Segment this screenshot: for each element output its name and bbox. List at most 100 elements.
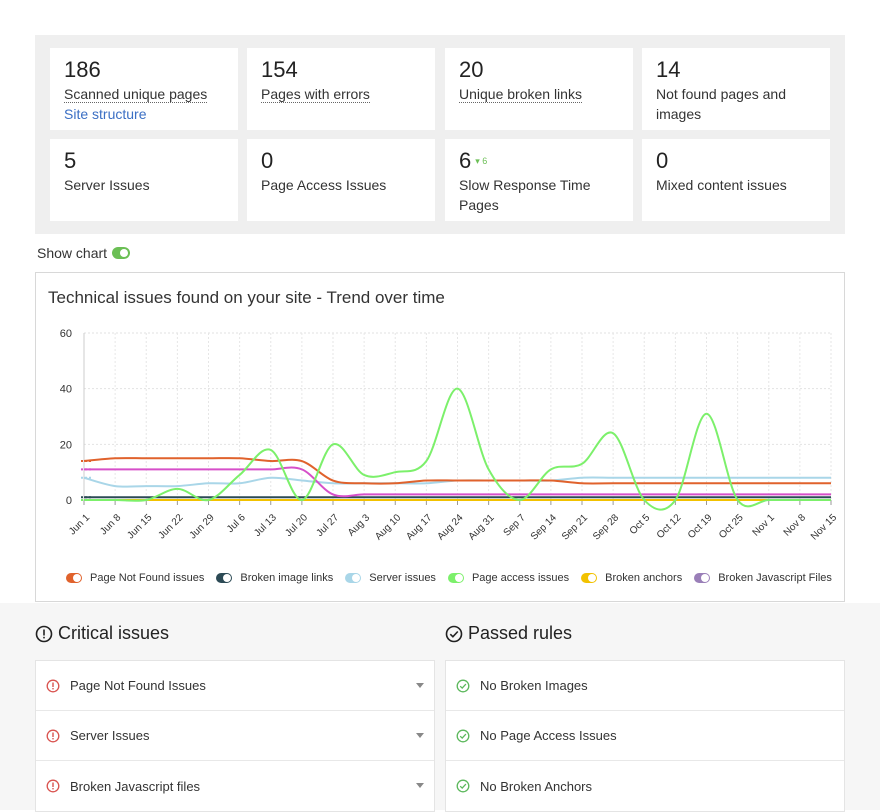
stat-card-not-found: 14 Not found pages and images — [642, 48, 830, 130]
legend-toggle-icon[interactable] — [216, 573, 233, 583]
critical-issue-label: Broken Javascript files — [70, 778, 201, 794]
stat-number: 0 — [656, 148, 669, 173]
critical-issue-label: Server Issues — [70, 728, 150, 743]
x-tick-label: Jun 22 — [156, 512, 185, 541]
trend-indicator: ▾ 6 — [475, 156, 488, 166]
stat-label: Page Access Issues — [261, 177, 387, 193]
check-circle-icon — [456, 779, 470, 793]
passed-rule-label: No Broken Images — [480, 678, 588, 693]
x-tick-label: Jul 13 — [252, 512, 279, 539]
stat-number: 0 — [261, 148, 274, 173]
x-tick-label: Aug 24 — [435, 512, 465, 542]
y-tick-label: 40 — [60, 384, 72, 396]
stat-label[interactable]: Scanned unique pages — [64, 86, 208, 103]
x-tick-label: Aug 31 — [467, 512, 497, 542]
stat-card-mixed-content: 0 Mixed content issues — [642, 139, 830, 221]
x-tick-label: Aug 17 — [404, 512, 434, 542]
passed-rule-label: No Page Access Issues — [480, 728, 617, 743]
issues-section: Critical issues Passed rules Page Not Fo… — [0, 603, 880, 812]
critical-issues-title: Critical issues — [58, 623, 170, 643]
x-tick-label: Jul 6 — [225, 512, 248, 535]
stat-label: Server Issues — [64, 177, 150, 193]
show-chart-control[interactable]: Show chart — [37, 245, 131, 261]
legend-label: Broken anchors — [605, 572, 683, 584]
alert-circle-icon — [46, 779, 60, 793]
critical-issues-list: Page Not Found Issues Server Issues Brok… — [35, 660, 435, 812]
stat-label-link[interactable]: Scanned unique pages — [64, 84, 224, 104]
legend-toggle-icon[interactable] — [345, 573, 362, 583]
x-tick-label: Sep 7 — [502, 512, 529, 539]
x-tick-label: Sep 14 — [529, 512, 559, 542]
trend-value: 6 — [482, 156, 488, 166]
critical-issue-item[interactable]: Page Not Found Issues — [36, 661, 434, 711]
stat-label[interactable]: Unique broken links — [459, 86, 582, 103]
critical-issue-item[interactable]: Broken Javascript files — [36, 761, 434, 811]
x-tick-label: Jun 15 — [125, 512, 154, 541]
stat-number-value: 6 — [459, 148, 472, 173]
stat-card-page-access: 0 Page Access Issues — [247, 139, 435, 221]
legend-label: Broken image links — [240, 572, 334, 584]
legend-toggle-icon[interactable] — [447, 573, 464, 583]
legend-item[interactable]: Broken image links — [216, 572, 333, 584]
y-tick-label: 20 — [60, 439, 72, 451]
legend-item[interactable]: Page Not Found issues — [66, 572, 204, 584]
legend-item[interactable]: Broken Javascript Files — [694, 572, 832, 584]
chevron-down-icon[interactable] — [416, 733, 424, 738]
stat-number: 5 — [64, 148, 77, 173]
legend-toggle-icon[interactable] — [694, 573, 711, 583]
passed-rules-title: Passed rules — [468, 623, 573, 643]
stat-label: Slow Response Time Pages — [459, 177, 591, 213]
x-tick-label: Sep 21 — [560, 512, 590, 542]
legend-toggle-icon[interactable] — [581, 573, 598, 583]
check-circle-icon — [456, 729, 470, 743]
legend-label: Broken Javascript Files — [718, 572, 832, 584]
stat-label[interactable]: Pages with errors — [261, 86, 370, 103]
stat-number: 154 — [261, 57, 298, 82]
passed-rule-item[interactable]: No Broken Anchors — [446, 761, 844, 811]
check-circle-icon — [445, 625, 463, 642]
passed-rule-item[interactable]: No Broken Images — [446, 661, 844, 711]
legend-toggle-icon[interactable] — [66, 573, 82, 583]
trend-chart: 0 20 40 60 Jun 1 Jun 8 Jun 15 Jun 22 Jun 29 Jul 6… — [60, 328, 840, 543]
critical-issue-item[interactable]: Server Issues — [36, 711, 434, 761]
x-tick-label: Nov 8 — [782, 512, 809, 539]
stat-card-broken-links: 20 Unique broken links — [445, 48, 633, 130]
stats-panel: 186 Scanned unique pages Site structure … — [35, 35, 845, 234]
chevron-down-icon[interactable] — [416, 783, 424, 788]
legend-label: Server issues — [369, 572, 436, 584]
stat-card-server: 5 Server Issues — [50, 139, 238, 221]
x-tick-label: Oct 12 — [655, 512, 684, 541]
exclamation-circle-icon — [35, 625, 53, 642]
y-tick-label: 60 — [60, 328, 72, 340]
show-chart-toggle[interactable] — [112, 247, 131, 259]
series-line — [84, 466, 831, 498]
passed-rule-item[interactable]: No Page Access Issues — [446, 711, 844, 761]
passed-rules-heading: Passed rules — [445, 623, 572, 644]
legend-item[interactable]: Server issues — [345, 572, 436, 584]
show-chart-label: Show chart — [37, 245, 108, 261]
stat-number: 14 — [656, 57, 681, 82]
series-line — [83, 387, 831, 511]
y-tick-label: 0 — [66, 495, 72, 507]
legend-item[interactable]: Page access issues — [447, 572, 570, 584]
passed-rule-label: No Broken Anchors — [480, 778, 593, 794]
x-tick-label: Nov 15 — [809, 512, 839, 542]
x-tick-label: Aug 3 — [346, 512, 373, 539]
stat-label-link[interactable]: Unique broken links — [459, 84, 619, 104]
check-circle-icon — [456, 679, 470, 693]
x-tick-label: Jul 20 — [283, 512, 310, 539]
x-tick-label: Jun 29 — [188, 512, 217, 541]
legend-label: Page access issues — [471, 572, 570, 584]
x-tick-label: Oct 19 — [686, 512, 715, 541]
x-tick-label: Oct 5 — [628, 512, 653, 537]
x-tick-label: Jul 27 — [314, 512, 341, 539]
stat-number: 6 ▾ 6 — [459, 147, 619, 175]
site-structure-link[interactable]: Site structure — [64, 106, 147, 122]
alert-circle-icon — [46, 679, 60, 693]
stat-card-slow-response: 6 ▾ 6 Slow Response Time Pages — [445, 139, 633, 221]
stat-number: 186 — [64, 57, 101, 82]
chart-title: Technical issues found on your site - Tr… — [48, 288, 445, 307]
stat-label-link[interactable]: Pages with errors — [261, 84, 421, 104]
legend-item[interactable]: Broken anchors — [581, 572, 682, 584]
chevron-down-icon[interactable] — [416, 683, 424, 688]
